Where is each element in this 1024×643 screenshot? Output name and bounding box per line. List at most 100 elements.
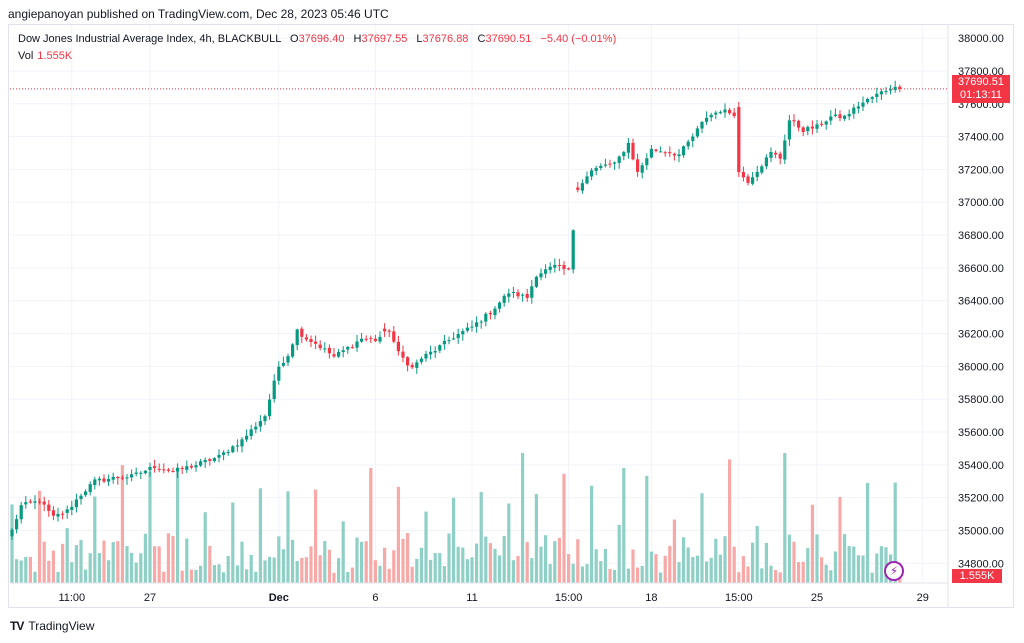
volume-bar-188 — [875, 553, 879, 583]
candle-body-187 — [870, 97, 874, 99]
volume-bar-184 — [856, 555, 860, 583]
candle-body-22 — [111, 476, 115, 480]
tradingview-logo-icon: TV — [10, 619, 24, 633]
volume-bar-37 — [180, 570, 184, 583]
candle-body-107 — [502, 295, 506, 303]
volume-bar-93 — [438, 553, 442, 583]
volume-bar-185 — [861, 555, 865, 583]
candle-body-136 — [636, 159, 640, 172]
volume-bar-133 — [622, 468, 626, 583]
change-value: −5.40 (−0.01%) — [540, 33, 617, 45]
footer-brand: TradingView — [28, 619, 95, 633]
candle-body-123 — [576, 187, 580, 190]
candle-body-89 — [419, 358, 423, 362]
time-tick-label-3: 6 — [372, 592, 378, 604]
volume-bar-61 — [291, 539, 295, 583]
candle-body-64 — [304, 337, 308, 340]
candle-body-92 — [433, 351, 437, 353]
volume-bar-138 — [645, 475, 649, 583]
candle-body-115 — [539, 273, 543, 278]
price-tick-label-13: 35400.00 — [958, 460, 1004, 472]
candle-body-148 — [691, 136, 695, 141]
price-tick-label-6: 36800.00 — [958, 230, 1004, 242]
time-tick-label-5: 15:00 — [555, 592, 583, 604]
volume-bar-23 — [116, 541, 120, 583]
candle-body-1 — [15, 519, 19, 530]
volume-bar-28 — [139, 553, 143, 583]
volume-bar-155 — [723, 536, 727, 583]
grid-lines — [10, 25, 948, 583]
volume-bar-2 — [19, 560, 23, 583]
candle-body-167 — [778, 153, 782, 159]
candle-body-8 — [47, 504, 51, 511]
chart-frame[interactable] — [8, 24, 1014, 608]
price-tick-label-9: 36200.00 — [958, 329, 1004, 341]
candle-body-44 — [212, 458, 216, 462]
candle-body-6 — [38, 501, 42, 503]
candle-body-119 — [557, 264, 561, 266]
candle-body-54 — [258, 421, 262, 427]
candle-body-37 — [180, 467, 184, 469]
volume-bar-1 — [15, 559, 19, 583]
candle-body-166 — [774, 152, 778, 155]
candle-body-38 — [185, 466, 189, 470]
volume-bar-143 — [668, 545, 672, 583]
volume-bar-57 — [272, 557, 276, 583]
candle-body-98 — [461, 331, 465, 335]
candle-body-154 — [718, 112, 722, 114]
candle-body-29 — [143, 470, 147, 474]
volume-bar-77 — [364, 541, 368, 583]
volume-bar-59 — [281, 549, 285, 583]
volume-bar-78 — [369, 468, 373, 583]
volume-bar-150 — [700, 493, 704, 583]
vol-label: Vol — [18, 50, 34, 62]
volume-bar-135 — [631, 549, 635, 583]
candle-body-9 — [51, 510, 55, 516]
volume-bar-100 — [470, 557, 474, 583]
candle-body-132 — [617, 156, 621, 163]
volume-bar-60 — [286, 491, 290, 583]
volume-bar-81 — [383, 547, 387, 583]
volume-bar-156 — [728, 459, 732, 583]
volume-bar-54 — [258, 488, 262, 583]
volume-bar-75 — [355, 537, 359, 583]
price-tick-label-12: 35600.00 — [958, 427, 1004, 439]
candle-body-25 — [125, 477, 129, 479]
candle-body-62 — [295, 329, 299, 346]
candle-body-108 — [507, 293, 511, 297]
candle-body-155 — [723, 109, 727, 113]
candle-body-161 — [751, 177, 755, 184]
volume-bar-33 — [162, 571, 166, 583]
candle-body-90 — [424, 353, 428, 359]
candle-body-7 — [42, 501, 46, 505]
candle-body-68 — [323, 348, 327, 350]
candle-body-53 — [254, 426, 258, 430]
volume-bar-147 — [686, 547, 690, 583]
time-tick-label-7: 15:00 — [725, 592, 753, 604]
lightning-icon[interactable]: ⚡ — [884, 561, 904, 581]
candle-body-188 — [875, 93, 879, 97]
volume-bar-105 — [493, 548, 497, 583]
candle-body-110 — [516, 292, 520, 297]
volume-bar-176 — [820, 557, 824, 583]
volume-bar-173 — [806, 548, 810, 583]
candle-body-140 — [654, 149, 658, 151]
volume-bar-18 — [93, 496, 97, 583]
volume-bar-181 — [843, 534, 847, 583]
candle-body-137 — [640, 165, 644, 173]
candle-body-165 — [769, 151, 773, 158]
volume-bar-122 — [571, 563, 575, 583]
candle-body-80 — [378, 336, 382, 342]
volume-bar-118 — [553, 541, 557, 583]
volume-bar-42 — [203, 512, 207, 583]
volume-bar-157 — [732, 546, 736, 583]
volume-bar-19 — [97, 553, 101, 583]
volume-bar-113 — [530, 558, 534, 583]
candle-body-52 — [249, 429, 253, 437]
volume-bar-131 — [613, 569, 617, 583]
candle-body-72 — [341, 350, 345, 352]
candle-body-43 — [208, 459, 212, 461]
price-tick-label-5: 37000.00 — [958, 197, 1004, 209]
time-axis: 11:00 27 Dec 6 11 15:00 18 15:00 25 29 — [10, 582, 948, 604]
